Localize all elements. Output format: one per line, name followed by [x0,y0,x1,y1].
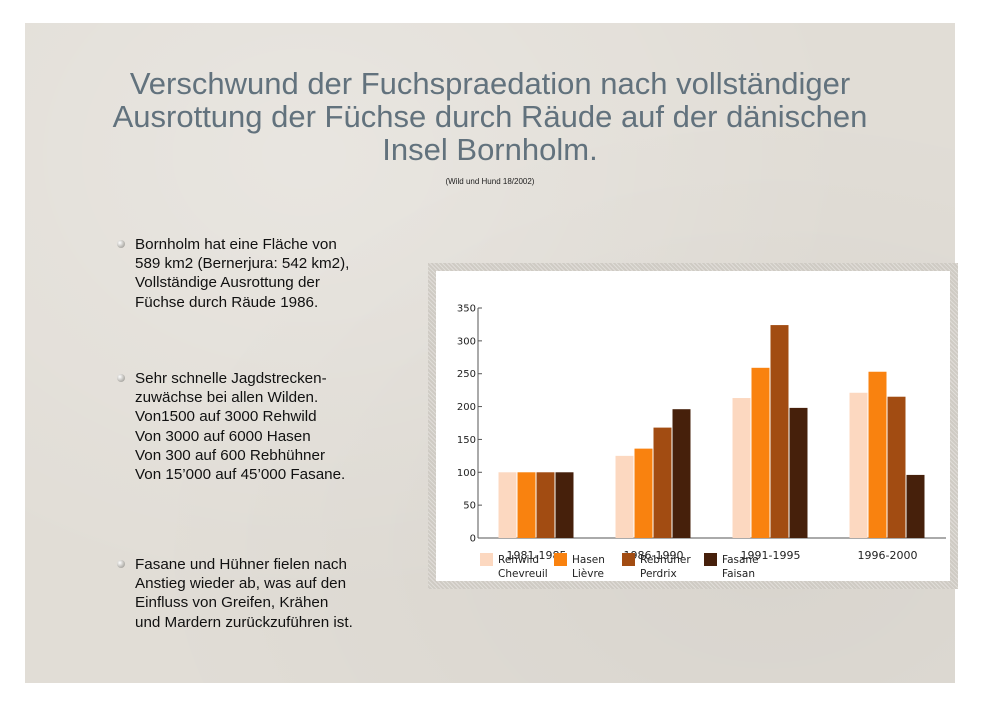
source-citation: (Wild und Hund 18/2002) [445,177,535,186]
bar [789,407,808,538]
bar [849,392,868,538]
bar [732,398,751,538]
chart-frame: 0 50 100 150 200 250 300 350 1981-1985 1986-1990 1… [428,263,958,589]
bar [517,472,536,538]
y-tick-label: 100 [457,468,476,479]
slide-title: Verschwund der Fuchspraedation nach voll… [25,67,955,166]
x-tick-label: 1986-1990 [624,549,684,562]
y-tick-label: 150 [457,435,476,446]
bullet-item: Bornholm hat eine Fläche von 589 km2 (Be… [117,235,349,312]
bullet-line: Füchse durch Räude 1986. [135,293,319,311]
bullet-line: Anstieg wieder ab, was auf den [135,575,347,593]
legend-sublabel: Chevreuil [498,568,548,580]
bullet-icon [117,374,125,382]
bullet-line: Von 3000 auf 6000 Hasen [135,427,311,445]
bullet-item: Sehr schnelle Jagdstrecken- zuwächse bei… [117,369,345,484]
bar [868,371,887,538]
legend-label: Fasane [722,554,759,566]
chart-panel: 0 50 100 150 200 250 300 350 1981-1985 1986-1990 1… [436,271,950,581]
x-tick-label: 1996-2000 [858,549,918,562]
bullet-line: Vollständige Ausrottung der [135,274,320,292]
bullet-item: Fasane und Hühner fielen nach Anstieg wi… [117,555,353,632]
y-tick-label: 300 [457,336,476,347]
x-tick-label: 1991-1995 [741,549,801,562]
bar [634,448,653,538]
bullet-line: Von 15’000 auf 45’000 Fasane. [135,466,346,484]
bar [615,455,634,538]
bar [555,472,574,538]
bar [887,396,906,538]
bar [906,474,925,538]
bullet-line: Sehr schnelle Jagdstrecken- [135,370,327,387]
bullet-line: Bornholm hat eine Fläche von [135,236,337,253]
bullet-line: und Mardern zurückzuführen ist. [135,613,353,631]
bullet-line: Einfluss von Greifen, Krähen [135,594,329,612]
title-line: Ausrottung der Füchse durch Räude auf de… [112,99,868,134]
legend-label: Hasen [572,554,605,566]
x-tick-label: 1981-1985 [507,549,567,562]
bullet-icon [117,240,125,248]
y-tick-label: 50 [463,501,476,512]
y-tick-label: 250 [457,369,476,380]
legend-sublabel: Faisan [722,568,755,580]
bullet-line: Fasane und Hühner fielen nach [135,556,347,573]
y-tick-label: 200 [457,402,476,413]
bullet-icon [117,560,125,568]
bar [498,472,517,538]
bar [770,325,789,538]
y-tick-label: 0 [470,534,476,545]
legend-sublabel: Lièvre [572,568,604,580]
bullet-line: 589 km2 (Bernerjura: 542 km2), [135,255,350,273]
bullet-line: Von 300 auf 600 Rebhühner [135,446,326,464]
legend-label: Rehwild [498,554,539,566]
y-tick-label: 350 [457,304,476,315]
legend-label: Rebhüner [640,554,691,566]
bar [751,367,770,538]
slide: Verschwund der Fuchspraedation nach voll… [25,23,958,683]
bar [536,472,555,538]
legend-swatch [480,553,493,566]
bar [672,409,691,538]
bullet-line: zuwächse bei allen Wilden. [135,389,319,407]
bar [653,427,672,538]
legend-swatch [704,553,717,566]
bullet-line: Von1500 auf 3000 Rehwild [135,408,317,426]
title-line: Insel Bornholm. [382,132,598,167]
bar-chart: 0 50 100 150 200 250 300 350 1981-1985 1986-1990 1… [457,304,946,580]
legend-swatch [554,553,567,566]
title-line: Verschwund der Fuchspraedation nach voll… [129,66,851,101]
legend-swatch [622,553,635,566]
legend-sublabel: Perdrix [640,568,677,580]
